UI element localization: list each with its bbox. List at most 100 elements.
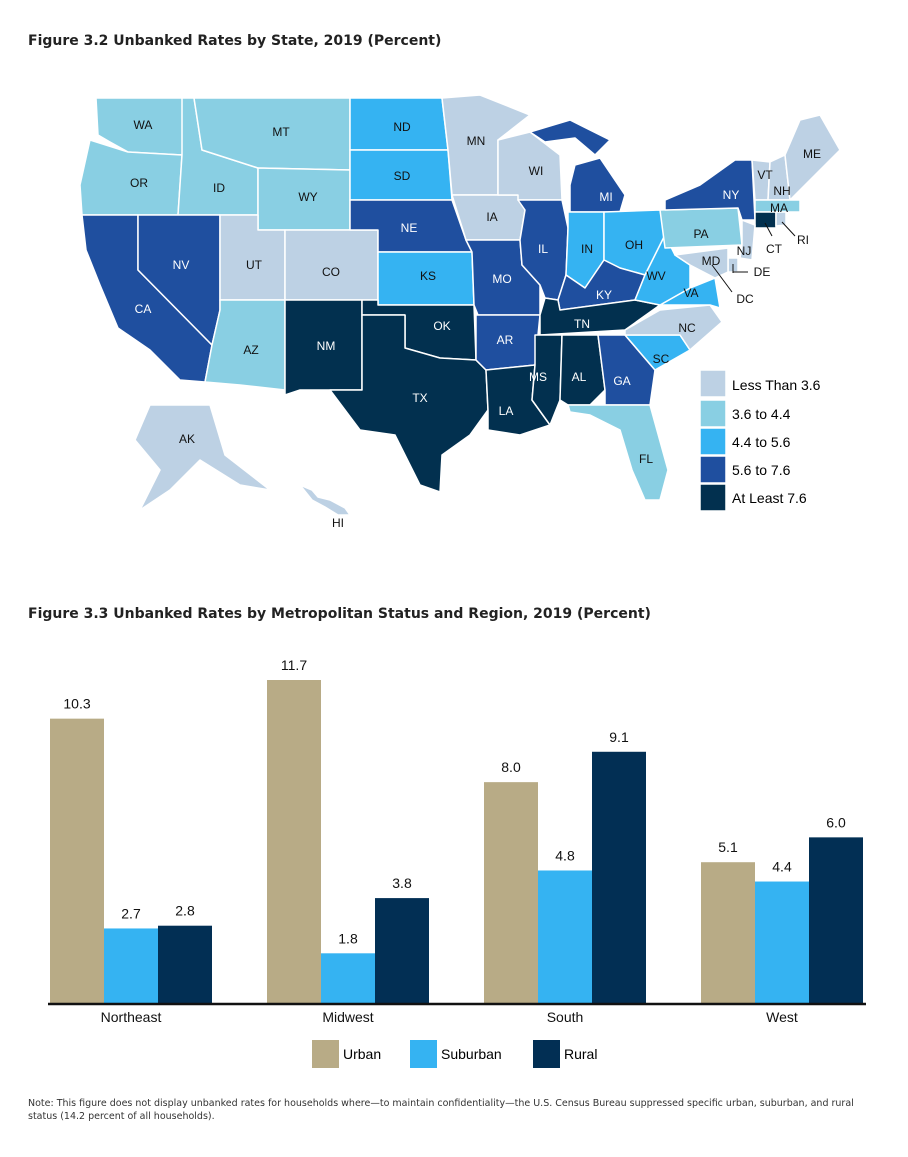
legend-swatch-1 [699, 369, 727, 398]
state-label-il: IL [538, 242, 548, 256]
state-label-oh: OH [625, 238, 643, 252]
legend-swatch-rural [533, 1040, 560, 1068]
state-tx [329, 314, 489, 493]
state-nj [739, 219, 756, 261]
state-label-wa: WA [134, 118, 153, 132]
state-label-ms: MS [529, 370, 547, 384]
state-ma [754, 199, 801, 213]
legend-label-suburban: Suburban [441, 1046, 502, 1062]
category-label-northeast: Northeast [101, 1009, 162, 1025]
state-label-wy: WY [298, 190, 317, 204]
bar-value-label: 4.8 [555, 847, 575, 863]
state-label-de: DE [754, 265, 771, 279]
state-nc [624, 304, 723, 351]
map-figure-title: Figure 3.2 Unbanked Rates by State, 2019… [28, 33, 442, 49]
state-ct [754, 211, 777, 229]
state-label-nc: NC [678, 321, 696, 335]
state-label-me: ME [803, 147, 821, 161]
bar-value-label: 2.7 [121, 905, 141, 921]
legend-label-1: Less Than 3.6 [732, 377, 821, 393]
state-label-id: ID [213, 181, 225, 195]
state-label-tx: TX [412, 391, 427, 405]
bar-labels-group: 10.3 2.7 2.8 11.7 1.8 3.8 8.0 4.8 9.1 5.1 4.4 6.0 [63, 657, 846, 946]
bar-value-label: 5.1 [718, 839, 738, 855]
bar-south-rural [592, 751, 646, 1003]
state-label-or: OR [130, 176, 148, 190]
state-label-tn: TN [574, 317, 590, 331]
state-label-mn: MN [467, 134, 486, 148]
state-label-ky: KY [596, 288, 612, 302]
bar-value-label: 3.8 [392, 875, 412, 891]
state-label-wv: WV [646, 269, 665, 283]
state-label-mi: MI [599, 190, 612, 204]
state-label-la: LA [499, 404, 514, 418]
category-labels: Northeast Midwest South West [101, 1009, 798, 1025]
state-label-nj: NJ [737, 244, 752, 258]
legend-swatch-3 [699, 427, 727, 456]
state-label-dc: DC [736, 292, 754, 306]
state-label-fl: FL [639, 452, 653, 466]
state-label-ma: MA [770, 201, 788, 215]
state-label-in: IN [581, 242, 593, 256]
state-label-md: MD [702, 254, 721, 268]
state-label-mo: MO [492, 272, 511, 286]
legend-label-2: 3.6 to 4.4 [732, 406, 791, 422]
state-label-ok: OK [433, 319, 450, 333]
legend-swatch-2 [699, 399, 727, 428]
bar-south-urban [484, 782, 538, 1003]
state-label-nv: NV [173, 258, 190, 272]
chart-figure-title: Figure 3.3 Unbanked Rates by Metropolita… [28, 606, 651, 622]
bars-group [50, 680, 863, 1003]
state-label-ny: NY [723, 188, 740, 202]
legend-label-4: 5.6 to 7.6 [732, 462, 791, 478]
bar-midwest-rural [375, 898, 429, 1003]
state-label-ia: IA [486, 210, 497, 224]
legend-label-rural: Rural [564, 1046, 597, 1062]
state-label-sd: SD [394, 169, 411, 183]
bar-value-label: 10.3 [63, 696, 90, 712]
legend-label-5: At Least 7.6 [732, 490, 807, 506]
state-label-ne: NE [401, 221, 418, 235]
state-label-ks: KS [420, 269, 436, 283]
state-labels: WA OR CA ID NV MT WY UT AZ CO NM ND SD NE KS OK TX MN IA MO… [130, 118, 821, 530]
state-label-mt: MT [272, 125, 290, 139]
state-label-nd: ND [393, 120, 411, 134]
state-label-nh: NH [773, 184, 790, 198]
state-label-sc: SC [653, 352, 670, 366]
state-label-vt: VT [757, 168, 773, 182]
chart-note: Note: This figure does not display unban… [28, 1098, 854, 1122]
state-label-wi: WI [529, 164, 544, 178]
bar-midwest-urban [267, 680, 321, 1003]
bar-value-label: 4.4 [772, 859, 792, 875]
state-label-az: AZ [243, 343, 258, 357]
bar-northeast-urban [50, 718, 104, 1003]
state-md [674, 247, 729, 279]
category-label-west: West [766, 1009, 798, 1025]
state-ri [775, 211, 787, 227]
legend-label-urban: Urban [343, 1046, 381, 1062]
state-label-va: VA [683, 286, 698, 300]
state-label-ca: CA [135, 302, 152, 316]
unbanked-state-map: WA OR CA ID NV MT WY UT AZ CO NM ND SD NE KS OK TX MN IA MO… [79, 94, 841, 530]
legend-swatch-suburban [410, 1040, 437, 1068]
state-label-hi: HI [332, 516, 344, 530]
map-legend: Less Than 3.6 3.6 to 4.4 4.4 to 5.6 5.6 … [732, 377, 821, 506]
bar-west-suburban [755, 881, 809, 1003]
bar-value-label: 6.0 [826, 814, 846, 830]
bar-northeast-suburban [104, 928, 158, 1003]
state-label-ut: UT [246, 258, 263, 272]
bar-northeast-rural [158, 925, 212, 1003]
bar-west-rural [809, 837, 863, 1003]
bar-value-label: 1.8 [338, 930, 358, 946]
bar-west-urban [701, 862, 755, 1003]
bar-value-label: 9.1 [609, 729, 629, 745]
state-label-al: AL [572, 370, 587, 384]
state-label-ar: AR [497, 333, 514, 347]
bar-value-label: 2.8 [175, 903, 195, 919]
state-label-ri: RI [797, 233, 809, 247]
chart-legend: Urban Suburban Rural [312, 1040, 597, 1068]
bar-chart: 10.3 2.7 2.8 11.7 1.8 3.8 8.0 4.8 9.1 5.1 4.4 6.0 N… [48, 657, 866, 1068]
state-label-co: CO [322, 265, 340, 279]
state-label-pa: PA [693, 227, 708, 241]
legend-label-3: 4.4 to 5.6 [732, 434, 791, 450]
